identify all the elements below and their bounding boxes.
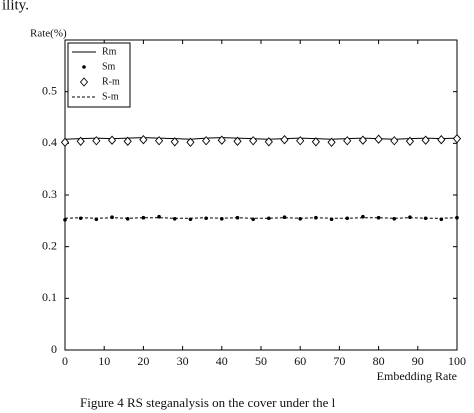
y-tick-label: 0.1	[42, 290, 57, 304]
x-axis-label: Embedding Rate	[377, 369, 457, 383]
diamond-marker	[296, 136, 305, 146]
dot-marker	[82, 65, 86, 69]
diamond-marker	[358, 135, 368, 145]
legend-box	[67, 42, 131, 108]
diamond-marker	[437, 135, 446, 145]
dot-marker	[141, 215, 146, 220]
diamond-marker	[60, 137, 70, 147]
x-tick-label: 0	[62, 354, 68, 368]
dot-marker	[282, 215, 287, 220]
diamond-marker	[405, 136, 415, 146]
diamond-marker	[233, 136, 242, 146]
x-tick-label: 80	[373, 354, 385, 368]
legend-label: S-m	[102, 91, 119, 102]
dot-marker	[298, 216, 303, 221]
y-tick-label: 0.4	[42, 135, 57, 149]
dot-marker	[125, 216, 130, 221]
x-tick-label: 20	[137, 354, 149, 368]
dot-marker	[110, 215, 114, 220]
y-tick-label: 0	[51, 342, 57, 356]
header-text: ility.	[2, 0, 29, 13]
legend-label: Sm	[102, 61, 116, 72]
caption: Figure 4 RS steganalysis on the cover un…	[80, 395, 336, 410]
diamond-marker	[186, 137, 195, 147]
x-tick-label: 30	[177, 354, 189, 368]
diamond-marker	[217, 135, 226, 145]
diamond-marker	[92, 136, 101, 146]
diamond-marker	[79, 77, 89, 87]
series-line	[64, 217, 458, 219]
dot-marker	[172, 216, 177, 221]
diamond-marker	[264, 137, 273, 147]
dot-marker	[376, 215, 381, 220]
diamond-marker	[280, 135, 289, 145]
diamond-marker	[107, 135, 117, 145]
dot-marker	[267, 216, 271, 221]
x-tick-label: 10	[98, 354, 110, 368]
x-tick-label: 90	[412, 354, 424, 368]
x-tick-label: 50	[255, 354, 267, 368]
y-axis-label: Rate(%)	[30, 28, 67, 40]
series-line	[64, 137, 458, 140]
diamond-marker	[390, 136, 399, 146]
diamond-marker	[327, 137, 336, 147]
diamond-marker	[421, 135, 430, 145]
diamond-marker	[452, 133, 462, 144]
diamond-marker	[311, 137, 320, 147]
diamond-marker	[170, 137, 179, 147]
y-tick-label: 0.3	[42, 187, 57, 201]
diamond-marker	[249, 136, 258, 146]
x-tick-label: 60	[294, 354, 306, 368]
diamond-marker	[139, 135, 148, 145]
y-tick-label: 0.5	[42, 83, 57, 97]
diamond-marker	[202, 136, 211, 146]
diamond-marker	[123, 136, 132, 146]
diamond-marker	[76, 136, 85, 146]
y-tick-label: 0.2	[42, 238, 57, 252]
dot-marker	[63, 218, 67, 222]
dot-marker	[408, 215, 412, 220]
diamond-marker	[154, 136, 164, 146]
legend-label: Rm	[102, 46, 117, 57]
legend-label: R-m	[102, 76, 120, 87]
diamond-marker	[374, 134, 383, 144]
x-tick-label: 100	[448, 354, 466, 368]
dot-marker	[392, 216, 397, 221]
diamond-marker	[343, 136, 352, 146]
x-tick-label: 40	[216, 354, 228, 368]
dot-marker	[220, 216, 224, 221]
x-tick-label: 70	[333, 354, 345, 368]
